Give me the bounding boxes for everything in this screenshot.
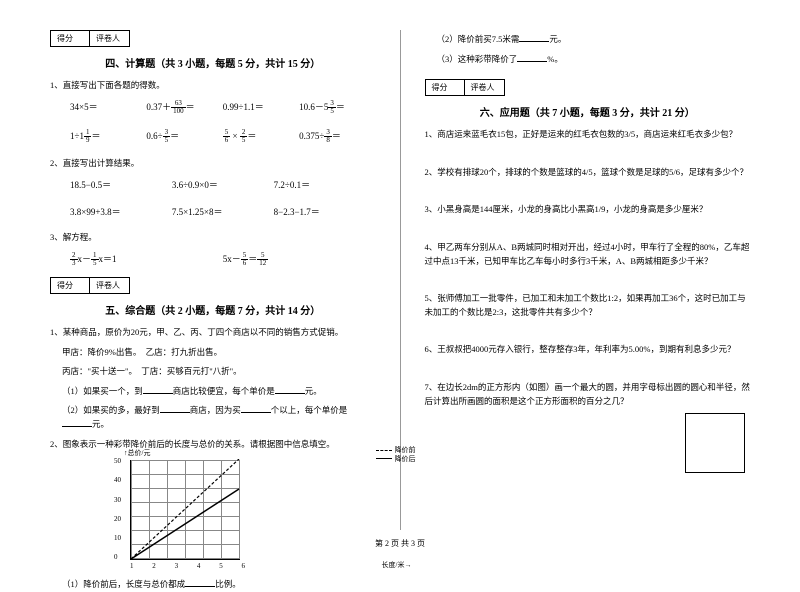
calc-item: 5x－56＝512 bbox=[223, 252, 376, 267]
reviewer-label: 评卷人 bbox=[90, 30, 130, 47]
q6-5: 5、张师傅加工一批零件，已加工和未加工个数比1:2，如果再加工36个，这时已加工… bbox=[425, 292, 751, 319]
calc-row-3: 18.5−0.5＝ 3.6÷0.9×0＝ 7.2÷0.1＝ bbox=[70, 178, 376, 191]
score-label: 得分 bbox=[50, 277, 90, 294]
right-column: （2）降价前买7.5米需元。 （3）这种彩带降价了%。 得分 评卷人 六、应用题… bbox=[425, 30, 751, 530]
chart: ↑总价/元 降价前 降价后 0 10 20 30 40 50 1 bbox=[130, 460, 376, 560]
calc-item: 34×5＝ bbox=[70, 100, 146, 115]
legend-after: 降价后 bbox=[376, 455, 416, 463]
q5-1-sub1: （1）如果买一个，到商店比较便宜，每个单价是元。 bbox=[62, 385, 376, 399]
fraction: 56 bbox=[223, 129, 231, 144]
fraction: 35 bbox=[163, 129, 171, 144]
q5-1-l1: 1、某种商品，原价为20元，甲、乙、丙、丁四个商店以不同的销售方式促销。 bbox=[50, 326, 376, 340]
blank bbox=[519, 33, 549, 42]
calc-row-4: 3.8×99+3.8＝ 7.5×1.25×8＝ 8−2.3−1.7＝ bbox=[70, 205, 376, 218]
y-labels: 0 10 20 30 40 50 bbox=[114, 457, 121, 561]
calc-item: 3.8×99+3.8＝ bbox=[70, 205, 172, 218]
calc-row-2: 1÷119＝ 0.6÷35＝ 56 × 25＝ 0.375÷38＝ bbox=[70, 129, 376, 144]
q5-2: 2、图象表示一种彩带降价前后的长度与总价的关系。请根据图中信息填空。 bbox=[50, 438, 376, 452]
q6-3: 3、小黑身高是144厘米，小龙的身高比小黑高1/9，小龙的身高是多少厘米？ bbox=[425, 203, 751, 217]
reviewer-label: 评卷人 bbox=[465, 79, 505, 96]
q6-4: 4、甲乙两车分别从A、B两城同时相对开出，经过4小时，甲车行了全程的80%，乙车… bbox=[425, 241, 751, 268]
fraction: 35 bbox=[328, 100, 336, 115]
line-after bbox=[131, 489, 239, 559]
fraction: 512 bbox=[257, 252, 268, 267]
calc-item: 23x－15x＝1 bbox=[70, 252, 223, 267]
calc-row-1: 34×5＝ 0.37＋63100＝ 0.99÷1.1＝ 10.6－535＝ bbox=[70, 100, 376, 115]
blank bbox=[143, 385, 173, 394]
section4-title: 四、计算题（共 3 小题，每题 5 分，共计 15 分） bbox=[50, 55, 376, 70]
section5-title: 五、综合题（共 2 小题，每题 7 分，共计 14 分） bbox=[50, 302, 376, 317]
score-label: 得分 bbox=[50, 30, 90, 47]
chart-grid bbox=[130, 460, 240, 560]
calc-item: 0.99÷1.1＝ bbox=[223, 100, 299, 115]
blank bbox=[275, 385, 305, 394]
score-box-section6: 得分 评卷人 bbox=[425, 79, 751, 96]
q5-2-sub1: （1）降价前后，长度与总价都成比例。 bbox=[62, 578, 376, 592]
calc-item: 1÷119＝ bbox=[70, 129, 146, 144]
calc-item: 10.6－535＝ bbox=[299, 100, 375, 115]
fraction: 38 bbox=[324, 129, 332, 144]
calc-item: 7.2÷0.1＝ bbox=[274, 178, 376, 191]
calc-item: 0.375÷38＝ bbox=[299, 129, 375, 144]
reviewer-label: 评卷人 bbox=[90, 277, 130, 294]
legend-before: 降价前 bbox=[376, 446, 416, 454]
q6-6: 6、王叔叔把4000元存入银行，整存整存3年，年利率为5.00%，到期有利息多少… bbox=[425, 343, 751, 357]
blank bbox=[241, 404, 271, 413]
y-axis-title: ↑总价/元 bbox=[124, 448, 150, 458]
q5-1-sub2: （2）如果买的多，最好到商店，因为买个以上，每个单价是元。 bbox=[62, 404, 376, 431]
fraction: 15 bbox=[91, 252, 99, 267]
q5-1-l2: 甲店：降价9%出售。 乙店：打九折出售。 bbox=[62, 346, 376, 360]
calc-item: 7.5×1.25×8＝ bbox=[172, 205, 274, 218]
chart-legend: 降价前 降价后 bbox=[376, 446, 416, 463]
blank bbox=[160, 404, 190, 413]
q6-2: 2、学校有排球20个，排球的个数是篮球的4/5，篮球个数是足球的5/6，足球有多… bbox=[425, 166, 751, 180]
q6-1: 1、商店运来蓝毛衣15包，正好是运来的红毛衣包数的3/5，商店运来红毛衣多少包？ bbox=[425, 128, 751, 142]
q5-1-l3: 丙店："买十送一"。 丁店：买够百元打"八折"。 bbox=[62, 365, 376, 379]
q6-7: 7、在边长2dm的正方形内（如图）画一个最大的圆，并用字母标出圆的圆心和半径，然… bbox=[425, 381, 751, 408]
fraction: 23 bbox=[70, 252, 78, 267]
q4-2: 2、直接写出计算结果。 bbox=[50, 157, 376, 171]
blank bbox=[62, 418, 92, 427]
calc-item: 0.37＋63100＝ bbox=[146, 100, 222, 115]
blank bbox=[517, 53, 547, 62]
calc-item: 56 × 25＝ bbox=[223, 129, 299, 144]
score-box-section4: 得分 评卷人 bbox=[50, 30, 376, 47]
x-labels: 1 2 3 4 5 6 bbox=[130, 562, 245, 570]
page-content: 得分 评卷人 四、计算题（共 3 小题，每题 5 分，共计 15 分） 1、直接… bbox=[50, 30, 750, 530]
blank bbox=[185, 578, 215, 587]
calc-row-5: 23x－15x＝1 5x－56＝512 bbox=[70, 252, 376, 267]
q4-1: 1、直接写出下面各题的得数。 bbox=[50, 79, 376, 93]
section6-title: 六、应用题（共 7 小题，每题 3 分，共计 21 分） bbox=[425, 104, 751, 119]
dash-line-icon bbox=[376, 450, 392, 451]
calc-item: 8−2.3−1.7＝ bbox=[274, 205, 376, 218]
chart-lines bbox=[131, 459, 241, 559]
fraction: 63100 bbox=[171, 100, 186, 115]
solid-line-icon bbox=[376, 458, 392, 459]
line-before bbox=[131, 459, 239, 559]
square-diagram bbox=[685, 413, 745, 473]
q4-3: 3、解方程。 bbox=[50, 231, 376, 245]
x-axis-title: 长度/米→ bbox=[382, 560, 412, 570]
calc-item: 18.5−0.5＝ bbox=[70, 178, 172, 191]
score-label: 得分 bbox=[425, 79, 465, 96]
calc-item: 0.6÷35＝ bbox=[146, 129, 222, 144]
score-box-section5: 得分 评卷人 bbox=[50, 277, 376, 294]
q5-2-sub3: （3）这种彩带降价了%。 bbox=[437, 53, 751, 67]
left-column: 得分 评卷人 四、计算题（共 3 小题，每题 5 分，共计 15 分） 1、直接… bbox=[50, 30, 376, 530]
q5-2-sub2: （2）降价前买7.5米需元。 bbox=[437, 33, 751, 47]
calc-item: 3.6÷0.9×0＝ bbox=[172, 178, 274, 191]
